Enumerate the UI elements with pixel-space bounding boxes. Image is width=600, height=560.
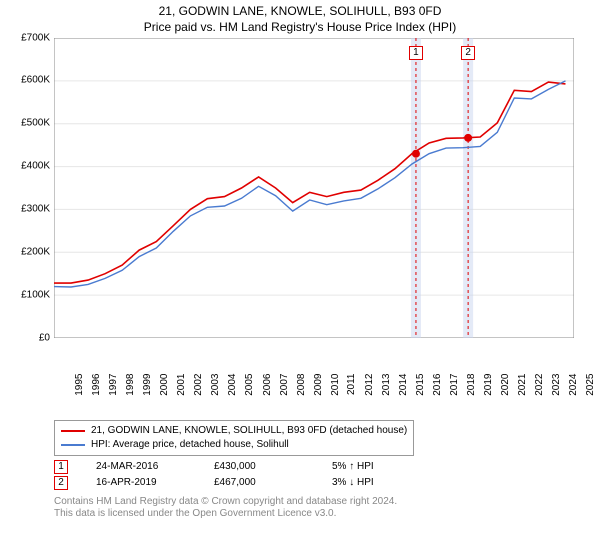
x-axis-label: 2018 (466, 373, 477, 395)
price-chart (54, 38, 574, 338)
y-axis-label: £400K (6, 161, 50, 172)
footer-line-2: This data is licensed under the Open Gov… (54, 508, 592, 521)
legend-label: HPI: Average price, detached house, Soli… (91, 439, 289, 450)
y-axis-label: £300K (6, 204, 50, 215)
x-axis-label: 2023 (551, 373, 562, 395)
sale-date: 24-MAR-2016 (96, 461, 186, 472)
x-axis-label: 2007 (278, 373, 289, 395)
sale-point (464, 133, 472, 141)
x-axis-label: 2020 (500, 373, 511, 395)
x-axis-label: 2005 (244, 373, 255, 395)
y-axis-label: £700K (6, 32, 50, 43)
x-axis-label: 2015 (415, 373, 426, 395)
x-axis-label: 2017 (449, 373, 460, 395)
sale-marker-badge: 2 (461, 46, 475, 60)
chart-title: 21, GODWIN LANE, KNOWLE, SOLIHULL, B93 0… (8, 4, 592, 20)
y-axis-label: £0 (6, 332, 50, 343)
sale-marker-badge: 1 (409, 46, 423, 60)
x-axis-label: 2009 (312, 373, 323, 395)
sale-row: 1 24-MAR-2016 £430,000 5% ↑ HPI (54, 460, 592, 474)
sale-badge: 1 (54, 460, 68, 474)
x-axis-label: 2019 (483, 373, 494, 395)
x-axis-label: 2012 (364, 373, 375, 395)
legend-row: 21, GODWIN LANE, KNOWLE, SOLIHULL, B93 0… (61, 424, 407, 438)
legend-swatch (61, 444, 85, 446)
x-axis-label: 2004 (227, 373, 238, 395)
x-axis-label: 2008 (295, 373, 306, 395)
legend: 21, GODWIN LANE, KNOWLE, SOLIHULL, B93 0… (54, 420, 414, 456)
x-axis-label: 2000 (159, 373, 170, 395)
sale-date: 16-APR-2019 (96, 477, 186, 488)
x-axis-label: 2021 (517, 373, 528, 395)
x-axis-label: 2002 (193, 373, 204, 395)
sale-delta: 5% ↑ HPI (332, 461, 422, 472)
sale-price: £467,000 (214, 477, 304, 488)
x-axis-label: 2024 (568, 373, 579, 395)
x-axis-label: 2025 (585, 373, 596, 395)
x-axis-label: 2022 (534, 373, 545, 395)
sale-point (412, 149, 420, 157)
x-axis-label: 2014 (398, 373, 409, 395)
x-axis-label: 1998 (125, 373, 136, 395)
y-axis-label: £500K (6, 118, 50, 129)
x-axis-label: 1996 (91, 373, 102, 395)
sale-badge: 2 (54, 476, 68, 490)
x-axis-label: 2001 (176, 373, 187, 395)
x-axis-label: 2010 (329, 373, 340, 395)
y-axis-label: £200K (6, 246, 50, 257)
legend-row: HPI: Average price, detached house, Soli… (61, 438, 407, 452)
y-axis-label: £600K (6, 75, 50, 86)
series-hpi (54, 80, 566, 286)
series-price_paid (54, 82, 566, 283)
x-axis-label: 2006 (261, 373, 272, 395)
sale-price: £430,000 (214, 461, 304, 472)
x-axis-label: 1995 (74, 373, 85, 395)
footer-line-1: Contains HM Land Registry data © Crown c… (54, 496, 592, 509)
sale-row: 2 16-APR-2019 £467,000 3% ↓ HPI (54, 476, 592, 490)
y-axis-label: £100K (6, 289, 50, 300)
sale-delta: 3% ↓ HPI (332, 477, 422, 488)
chart-subtitle: Price paid vs. HM Land Registry's House … (8, 20, 592, 34)
x-axis-label: 1997 (108, 373, 119, 395)
legend-label: 21, GODWIN LANE, KNOWLE, SOLIHULL, B93 0… (91, 425, 407, 436)
x-axis-label: 2013 (381, 373, 392, 395)
x-axis-label: 2003 (210, 373, 221, 395)
footer: Contains HM Land Registry data © Crown c… (54, 496, 592, 521)
chart-area: £0£100K£200K£300K£400K£500K£600K£700K199… (8, 38, 592, 418)
x-axis-label: 1999 (142, 373, 153, 395)
x-axis-label: 2016 (432, 373, 443, 395)
legend-swatch (61, 430, 85, 432)
x-axis-label: 2011 (346, 373, 357, 395)
